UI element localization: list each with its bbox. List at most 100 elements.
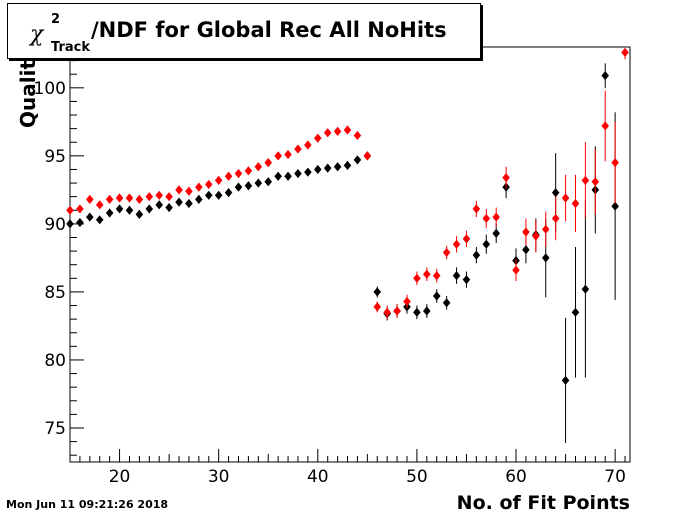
data-point-black [551, 187, 560, 198]
data-point-red [482, 213, 491, 224]
data-point-black [482, 239, 491, 249]
data-point-black [254, 178, 263, 188]
data-point-red [234, 168, 243, 179]
data-point-black [76, 217, 84, 228]
chart-title: /NDF for Global Rec All NoHits [91, 18, 447, 42]
data-point-black [581, 284, 590, 294]
data-point-red [304, 140, 312, 150]
data-point-black [175, 197, 183, 207]
data-point-red [551, 213, 560, 224]
data-point-black [125, 205, 134, 215]
data-point-red [314, 133, 322, 143]
data-point-red [333, 126, 342, 136]
data-point-red [135, 194, 144, 204]
data-point-red [472, 204, 481, 214]
data-point-red [284, 149, 292, 160]
data-point-black [492, 228, 500, 239]
data-point-red [86, 194, 94, 204]
axis-ticks [69, 46, 626, 462]
data-point-red [541, 224, 550, 234]
title-subscript: Track [51, 40, 90, 55]
data-point-black [601, 70, 609, 81]
data-point-red [383, 307, 391, 317]
data-point-red [363, 151, 372, 161]
x-axis-label: No. of Fit Points [456, 492, 630, 514]
data-point-black [145, 204, 154, 214]
data-point-red [621, 47, 629, 58]
data-point-red [393, 306, 401, 316]
data-point-red [195, 182, 203, 192]
data-point-red [115, 193, 124, 203]
data-point-black [284, 171, 292, 181]
data-point-black [214, 190, 223, 200]
data-point-red [571, 198, 580, 209]
data-point-red [95, 200, 104, 210]
data-point-black [423, 306, 431, 316]
data-point-black [413, 307, 421, 317]
data-point-red [462, 234, 471, 244]
data-point-red [343, 125, 352, 135]
data-point-black [522, 245, 530, 255]
data-point-red [165, 192, 173, 202]
data-point-black [343, 160, 352, 170]
data-point-black [274, 171, 282, 181]
data-point-black [323, 163, 332, 173]
data-point-black [115, 204, 124, 214]
data-point-red [264, 158, 273, 168]
data-point-black [135, 209, 144, 219]
title-superscript: 2 [51, 12, 61, 27]
data-point-black [452, 270, 461, 281]
data-point-red [452, 239, 461, 249]
data-point-black [314, 164, 322, 175]
data-point-red [254, 162, 263, 172]
data-point-black [432, 291, 441, 301]
x-tick-label: 40 [307, 467, 329, 487]
data-point-red [214, 175, 223, 185]
data-point-red [125, 193, 134, 203]
data-point-black [95, 215, 104, 225]
data-point-red [175, 185, 183, 195]
data-point-black [373, 287, 382, 297]
y-tick-label: 100 [34, 79, 66, 99]
data-point-red [204, 179, 213, 190]
data-point-black [353, 155, 362, 165]
chart-title-box: χ 2 Track /NDF for Global Rec All NoHits [7, 3, 481, 59]
data-point-black [333, 162, 342, 172]
data-markers [66, 47, 629, 443]
data-point-red [323, 128, 332, 138]
data-point-red [373, 302, 382, 312]
data-point-red [512, 265, 520, 275]
data-point-black [234, 182, 243, 192]
data-point-black [195, 194, 203, 204]
y-tick-label: 85 [44, 283, 66, 303]
data-point-red [423, 269, 431, 279]
x-tick-label: 20 [109, 467, 131, 487]
data-point-red [432, 270, 441, 281]
y-tick-label: 80 [44, 351, 66, 371]
y-axis-label: Qualit [16, 59, 40, 128]
data-point-black [561, 375, 570, 385]
data-point-red [224, 171, 233, 181]
data-point-black [304, 167, 312, 177]
data-point-red [66, 205, 74, 215]
data-point-red [105, 194, 114, 204]
data-point-red [532, 231, 540, 241]
y-tick-label: 75 [44, 419, 66, 439]
data-point-black [165, 202, 173, 213]
data-point-black [155, 200, 163, 210]
data-point-black [442, 298, 451, 308]
data-point-red [522, 227, 530, 237]
data-point-black [204, 190, 213, 200]
data-point-red [244, 166, 253, 176]
y-tick-label: 95 [44, 147, 66, 167]
data-point-black [571, 307, 580, 317]
title-symbol: χ [30, 22, 44, 47]
data-point-black [541, 253, 550, 263]
data-point-black [224, 187, 233, 198]
data-point-red [561, 193, 570, 203]
data-point-black [105, 208, 114, 218]
x-tick-label: 70 [604, 467, 626, 487]
data-point-red [76, 204, 84, 214]
date-stamp: Mon Jun 11 09:21:26 2018 [6, 498, 169, 511]
data-point-black [244, 181, 253, 191]
